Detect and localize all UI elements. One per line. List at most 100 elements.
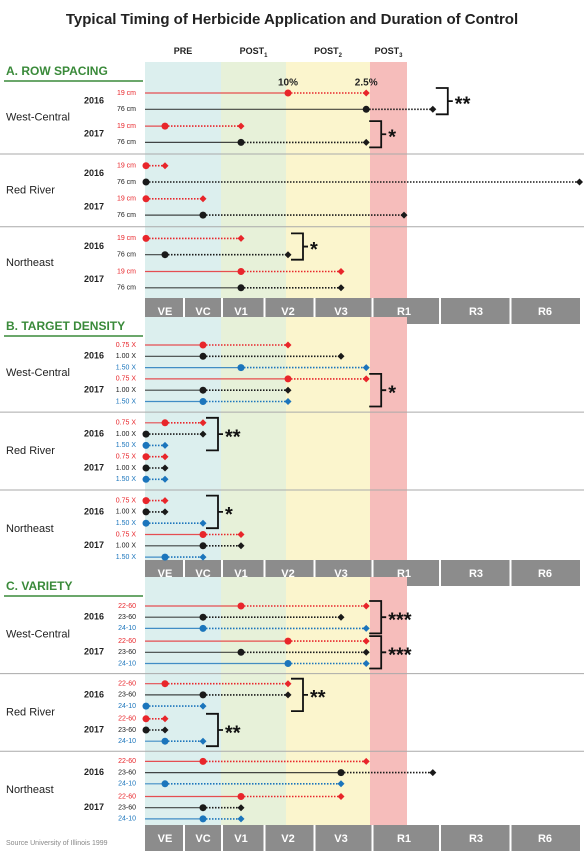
row-label: 24-10 — [118, 738, 136, 745]
application-point — [199, 624, 207, 632]
row-label: 24-10 — [118, 703, 136, 710]
application-point — [199, 531, 207, 538]
row-label: 1.00 X — [116, 353, 137, 360]
year-label: 2016 — [84, 612, 104, 622]
control-end — [362, 602, 370, 610]
application-point — [237, 138, 245, 146]
stage-cell — [511, 560, 580, 586]
application-point — [199, 815, 207, 823]
period-header: PRE — [174, 46, 193, 56]
stage-label: V1 — [234, 833, 247, 845]
year-label: 2017 — [84, 201, 104, 211]
application-point — [362, 105, 370, 113]
control-end — [362, 89, 370, 97]
percent-note: 10% — [278, 78, 298, 89]
stage-label: VC — [195, 306, 210, 318]
period-header: POST3 — [375, 46, 404, 58]
application-point — [161, 780, 169, 788]
row-label: 24-10 — [118, 625, 136, 632]
application-point — [199, 757, 207, 765]
year-label: 2017 — [84, 274, 104, 284]
stage-cell — [315, 825, 372, 851]
row-label: 76 cm — [117, 106, 136, 113]
period-subscript: 3 — [399, 53, 403, 59]
period-band — [145, 577, 221, 825]
control-end — [337, 780, 345, 788]
significance-bracket — [435, 87, 453, 116]
row-label: 23-60 — [118, 614, 136, 621]
year-label: 2017 — [84, 724, 104, 734]
period-band — [286, 317, 370, 560]
control-end — [284, 251, 292, 259]
stage-label: V2 — [281, 833, 294, 845]
stage-cell — [265, 825, 314, 851]
year-label: 2017 — [84, 385, 104, 395]
control-end — [284, 386, 292, 394]
period-band — [221, 317, 286, 560]
significance-bracket — [206, 416, 223, 452]
application-point — [161, 553, 169, 561]
control-end — [284, 680, 292, 688]
application-point — [199, 804, 207, 812]
row-label: 22-60 — [118, 758, 136, 765]
year-label: 2017 — [84, 462, 104, 472]
control-end — [161, 715, 169, 723]
control-end — [337, 613, 345, 621]
region-label: Northeast — [6, 523, 54, 535]
control-end — [237, 542, 245, 550]
year-label: 2017 — [84, 647, 104, 657]
period-band — [221, 62, 286, 298]
year-label: 2016 — [84, 168, 104, 178]
row-label: 19 cm — [117, 163, 136, 170]
control-end — [362, 375, 370, 383]
row-label: 76 cm — [117, 212, 136, 219]
control-end — [362, 637, 370, 645]
row-label: 0.75 X — [116, 531, 137, 538]
stage-cell — [511, 825, 580, 851]
significance-stars: * — [225, 504, 233, 526]
row-label: 19 cm — [117, 268, 136, 275]
control-end — [199, 419, 207, 427]
application-point — [142, 497, 150, 505]
application-point — [337, 769, 345, 777]
application-point — [142, 519, 150, 527]
stage-cell — [185, 825, 221, 851]
row-label: 1.00 X — [116, 509, 137, 516]
row-label: 23-60 — [118, 805, 136, 812]
stage-label: VC — [195, 833, 210, 845]
region-label: West-Central — [6, 112, 70, 124]
significance-stars: * — [310, 239, 318, 261]
control-end — [337, 793, 345, 800]
period-band — [286, 577, 370, 825]
application-point — [142, 715, 150, 723]
application-point — [142, 430, 150, 438]
stage-label: R1 — [397, 833, 411, 845]
stage-label: V3 — [334, 306, 347, 318]
control-end — [337, 268, 345, 275]
row-label: 22-60 — [118, 638, 136, 645]
period-subscript: 2 — [339, 53, 343, 59]
application-point — [284, 89, 292, 97]
application-point — [142, 162, 150, 170]
year-label: 2016 — [84, 241, 104, 251]
row-label: 0.75 X — [116, 454, 137, 461]
row-label: 0.75 X — [116, 342, 137, 349]
significance-bracket — [206, 494, 223, 530]
row-label: 1.00 X — [116, 543, 137, 550]
significance-stars: *** — [388, 645, 412, 667]
period-band — [221, 577, 286, 825]
region-label: Red River — [6, 706, 55, 718]
application-point — [142, 195, 150, 203]
application-point — [199, 341, 207, 349]
row-label: 76 cm — [117, 285, 136, 292]
control-end — [161, 162, 169, 170]
year-label: 2016 — [84, 351, 104, 361]
application-point — [161, 419, 169, 427]
row-label: 24-10 — [118, 660, 136, 667]
control-end — [337, 352, 345, 360]
control-end — [284, 398, 292, 405]
significance-stars: ** — [225, 722, 241, 744]
year-label: 2016 — [84, 428, 104, 438]
row-label: 1.50 X — [116, 364, 137, 371]
